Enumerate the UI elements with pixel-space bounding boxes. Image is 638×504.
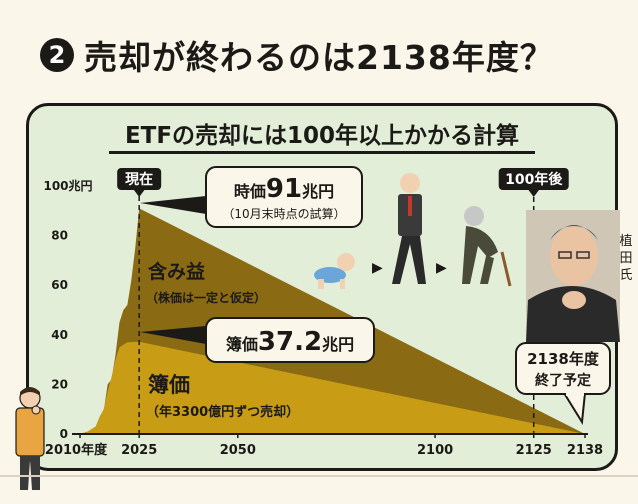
book-value-text: 簿価37.2兆円 bbox=[226, 327, 354, 357]
man-tie-icon bbox=[408, 196, 412, 216]
elder-hair-icon bbox=[464, 206, 484, 226]
y-tick-label: 20 bbox=[51, 377, 68, 391]
y-tick-label: 40 bbox=[51, 328, 68, 342]
person-name-char: 氏 bbox=[619, 268, 632, 283]
portrait-hand-icon bbox=[562, 291, 586, 309]
market-value-text: 時価91兆円 bbox=[234, 174, 334, 204]
thinking-person-figure bbox=[15, 387, 45, 490]
portrait-suit-icon bbox=[526, 286, 620, 342]
portrait-glasses-right-icon bbox=[576, 251, 590, 259]
y-tick-label: 60 bbox=[51, 278, 68, 292]
end-label-status: 終了予定 bbox=[535, 372, 591, 389]
end-label-box bbox=[515, 342, 611, 395]
market-value-note: （10月末時点の試算） bbox=[222, 206, 345, 221]
now-badge: 現在 bbox=[117, 168, 162, 197]
market-value-prefix: 時価 bbox=[234, 182, 266, 201]
x-tick-label: 2138 bbox=[567, 443, 603, 458]
now-badge-bg bbox=[117, 168, 162, 190]
person-name-char: 植 bbox=[619, 234, 632, 249]
x-tick-label: 2125 bbox=[516, 443, 552, 458]
portrait-glasses-left-icon bbox=[558, 251, 572, 259]
chart-title: ETFの売却には100年以上かかる計算 bbox=[124, 123, 520, 149]
market-value-pointer bbox=[140, 196, 206, 214]
baby-leg-icon bbox=[318, 279, 324, 289]
now-badge-pointer bbox=[133, 189, 146, 197]
future-badge-text: 100年後 bbox=[505, 171, 563, 188]
market-value-number: 91 bbox=[266, 174, 302, 204]
walking-cane-icon bbox=[500, 251, 512, 287]
end-label-joint bbox=[566, 390, 584, 396]
headline-text: 売却が終わるのは2138年度？ bbox=[84, 38, 554, 77]
y-tick-label: 100兆円 bbox=[43, 178, 92, 193]
market-value-callout: 時価91兆円 （10月末時点の試算） bbox=[140, 166, 363, 228]
man-legs-icon bbox=[392, 236, 426, 284]
y-tick-label: 0 bbox=[60, 427, 68, 441]
baby-head-icon bbox=[337, 253, 355, 271]
x-tick-label: 2025 bbox=[121, 443, 157, 458]
end-label-pointer bbox=[562, 392, 587, 426]
future-badge-bg bbox=[498, 168, 569, 190]
thinker-hair-icon bbox=[20, 387, 40, 396]
book-value-box bbox=[205, 317, 375, 363]
market-value-unit: 兆円 bbox=[302, 182, 334, 201]
book-value-callout: 簿価37.2兆円 bbox=[140, 317, 375, 363]
x-tick-label: 2050 bbox=[220, 443, 256, 458]
elder-body-icon bbox=[462, 226, 498, 284]
future-badge-pointer bbox=[527, 189, 540, 197]
title-underline bbox=[109, 151, 535, 154]
headline-number-badge: 2 bbox=[40, 38, 74, 72]
now-badge-text: 現在 bbox=[125, 171, 153, 188]
market-value-box bbox=[205, 166, 363, 228]
thinker-legs-icon bbox=[20, 456, 40, 490]
end-label-year: 2138年度 bbox=[527, 350, 600, 368]
x-tick-label: 2010年度 bbox=[45, 442, 108, 458]
book-value-pointer bbox=[140, 326, 206, 344]
book-value-number: 37.2 bbox=[258, 327, 322, 357]
x-tick-label: 2100 bbox=[417, 443, 453, 458]
book-series-note: （年3300億円ずつ売却） bbox=[146, 404, 299, 420]
baby-arm-icon bbox=[340, 279, 345, 289]
book-series-label: 簿価 bbox=[148, 373, 190, 397]
headline: 2 売却が終わるのは2138年度？ bbox=[40, 30, 554, 80]
unrealized-gain-label: 含み益 bbox=[148, 260, 205, 283]
thinker-hand-icon bbox=[31, 405, 41, 415]
arrow-icon-1: ▶ bbox=[372, 260, 383, 276]
portrait-hair-icon bbox=[550, 225, 598, 240]
footer-divider bbox=[0, 475, 638, 477]
elderly-figure bbox=[462, 206, 512, 287]
man-head-icon bbox=[400, 173, 420, 193]
thinker-body-icon bbox=[15, 407, 45, 457]
future-badge: 100年後 bbox=[498, 168, 569, 197]
ueda-portrait bbox=[526, 210, 620, 342]
baby-figure bbox=[314, 253, 355, 289]
y-tick-label: 80 bbox=[51, 229, 68, 243]
elder-leg-icon bbox=[480, 256, 494, 284]
unrealized-gain-note: （株価は一定と仮定） bbox=[146, 290, 266, 305]
portrait-face-icon bbox=[550, 226, 598, 286]
book-value-prefix: 簿価 bbox=[226, 335, 258, 354]
area-series-book-value bbox=[80, 341, 585, 434]
person-name-char: 田 bbox=[619, 251, 632, 266]
arrow-icon-2: ▶ bbox=[436, 260, 447, 276]
businessman-figure bbox=[392, 173, 426, 284]
book-value-unit: 兆円 bbox=[322, 335, 354, 354]
